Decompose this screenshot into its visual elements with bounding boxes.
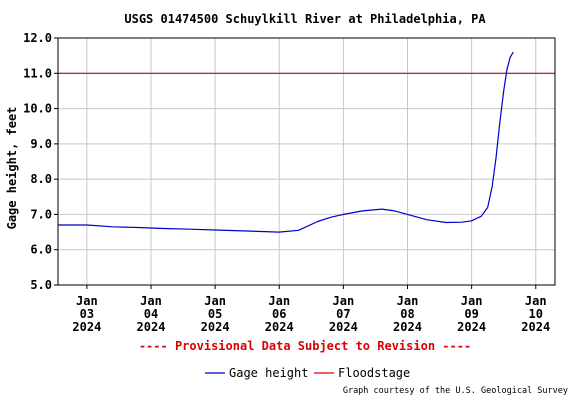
grid-lines: [58, 38, 555, 285]
gage-height-series-line: [58, 51, 514, 233]
x-tick-label: Jan: [204, 294, 226, 308]
x-tick-label: Jan: [461, 294, 483, 308]
x-tick-label: Jan: [140, 294, 162, 308]
legend-gage-label: Gage height: [229, 366, 308, 380]
chart-title: USGS 01474500 Schuylkill River at Philad…: [124, 12, 486, 26]
x-tick-label: 05: [208, 307, 222, 321]
x-tick-label: Jan: [397, 294, 419, 308]
x-tick-label: Jan: [76, 294, 98, 308]
x-tick-label: 2024: [201, 320, 230, 334]
x-tick-label: Jan: [268, 294, 290, 308]
x-tick-label: 2024: [329, 320, 358, 334]
legend-flood-label: Floodstage: [338, 366, 410, 380]
x-tick-label: 2024: [72, 320, 101, 334]
y-axis-ticks: 12.0 11.0 10.0 9.0 8.0 7.0 6.0 5.0: [23, 31, 58, 292]
x-tick-label: 06: [272, 307, 286, 321]
x-tick-label: 2024: [521, 320, 550, 334]
y-tick-label: 5.0: [30, 278, 52, 292]
series-layer: [58, 51, 555, 233]
y-tick-label: 6.0: [30, 243, 52, 257]
x-tick-label: 08: [400, 307, 414, 321]
x-tick-label: 07: [336, 307, 350, 321]
legend: Gage height Floodstage: [205, 366, 410, 380]
y-tick-label: 8.0: [30, 172, 52, 186]
x-tick-label: Jan: [525, 294, 547, 308]
x-axis-ticks: Jan032024Jan042024Jan052024Jan062024Jan0…: [72, 285, 550, 334]
x-tick-label: 2024: [265, 320, 294, 334]
y-axis-label: Gage height, feet: [5, 107, 19, 230]
y-tick-label: 9.0: [30, 137, 52, 151]
y-tick-label: 12.0: [23, 31, 52, 45]
x-tick-label: 09: [464, 307, 478, 321]
x-tick-label: Jan: [333, 294, 355, 308]
x-tick-label: 2024: [457, 320, 486, 334]
x-tick-label: 03: [80, 307, 94, 321]
x-tick-label: 10: [529, 307, 543, 321]
y-tick-label: 10.0: [23, 102, 52, 116]
x-tick-label: 2024: [137, 320, 166, 334]
plot-frame: [57, 37, 556, 286]
y-tick-label: 7.0: [30, 207, 52, 221]
x-tick-label: 2024: [393, 320, 422, 334]
x-tick-label: 04: [144, 307, 158, 321]
credit-text: Graph courtesy of the U.S. Geological Su…: [343, 386, 568, 396]
y-tick-label: 11.0: [23, 66, 52, 80]
provisional-notice: ---- Provisional Data Subject to Revisio…: [139, 339, 471, 353]
